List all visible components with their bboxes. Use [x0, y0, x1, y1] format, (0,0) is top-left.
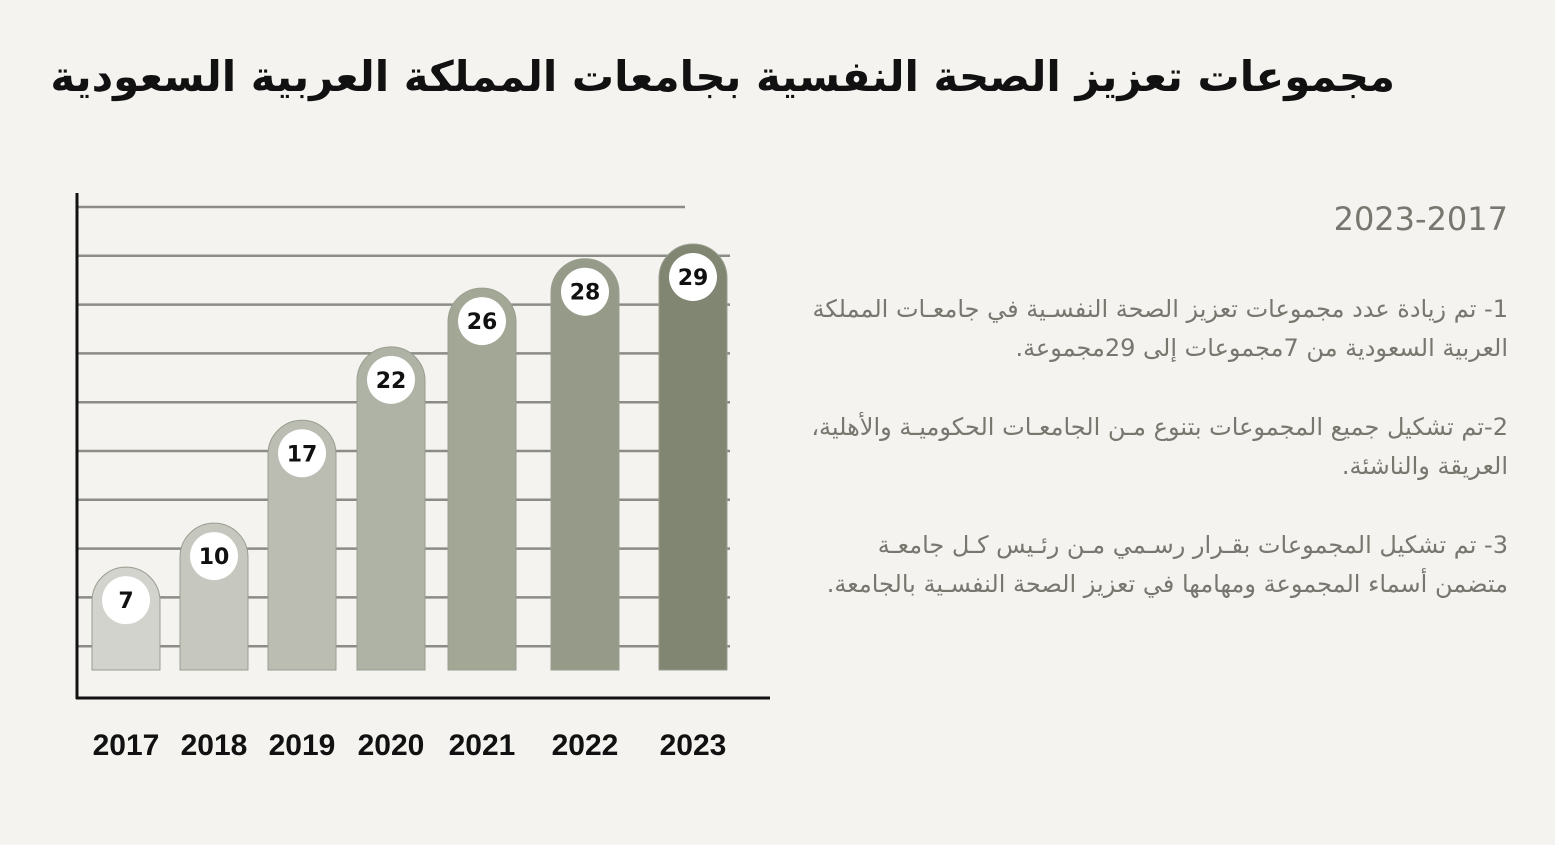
value-bubble [102, 576, 150, 625]
value-bubble [561, 267, 609, 316]
value-label: 7 [118, 589, 133, 614]
x-tick-label: 2017 [93, 729, 160, 762]
x-tick-label: 2021 [449, 729, 516, 762]
value-label: 10 [199, 545, 230, 570]
bar-2021 [447, 287, 517, 671]
bar-2019 [267, 419, 337, 671]
x-tick-label: 2019 [269, 729, 336, 762]
value-bubble [458, 297, 506, 346]
value-bubble [278, 429, 326, 478]
bar-chart-svg: 7 2017 10 2018 17 2019 22 2020 26 2021 28 2022 29 202… [75, 193, 770, 762]
info-panel: 2023-2017 1- تم زيادة عدد مجموعات تعزيز … [800, 200, 1508, 644]
period-label: 2023-2017 [1333, 200, 1508, 238]
value-label: 26 [467, 310, 498, 335]
value-bubble [669, 253, 717, 301]
value-label: 29 [678, 266, 709, 291]
info-point-2: 2-تم تشكيل جميع المجموعات بتنوع مـن الجا… [811, 413, 1508, 480]
bar-2020 [356, 346, 426, 671]
bar-2022 [550, 258, 620, 671]
value-label: 28 [570, 281, 601, 306]
value-label: 17 [287, 442, 318, 467]
x-tick-label: 2023 [660, 729, 727, 762]
info-point-1: 1- تم زيادة عدد مجموعات تعزيز الصحة النف… [812, 295, 1508, 362]
value-bubble [367, 355, 415, 404]
x-tick-label: 2018 [181, 729, 248, 762]
bar-2023 [658, 243, 728, 671]
bar-chart: 7 2017 10 2018 17 2019 22 2020 26 2021 28 2022 29 202… [75, 193, 770, 762]
value-bubble [190, 532, 238, 581]
info-point-3: 3- تم تشكيل المجموعات بقـرار رسـمي مـن ر… [826, 531, 1508, 598]
page-title: مجموعات تعزيز الصحة النفسية بجامعات المم… [50, 52, 1395, 101]
x-tick-label: 2020 [358, 729, 425, 762]
x-tick-label: 2022 [552, 729, 619, 762]
value-label: 22 [376, 369, 407, 394]
